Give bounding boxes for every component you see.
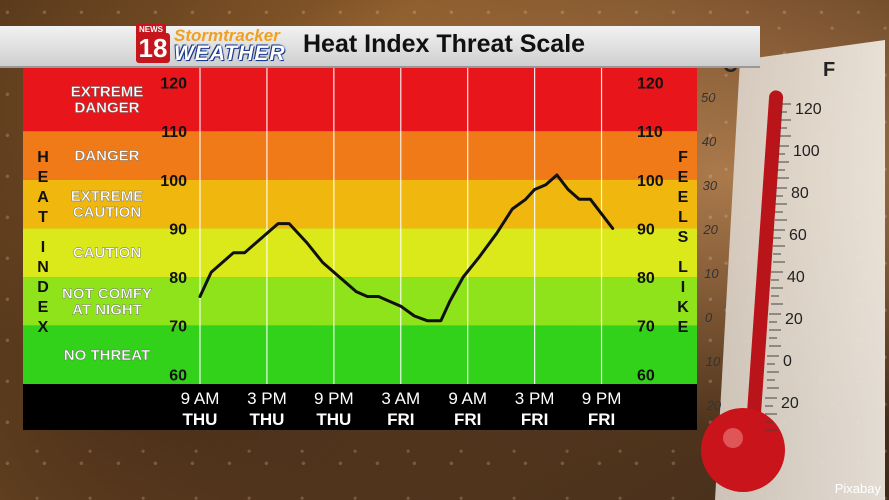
y-tick-label-left: 100 bbox=[160, 173, 187, 190]
zone-label: DANGER bbox=[74, 148, 139, 165]
logo-channel-number: 18 bbox=[136, 33, 170, 63]
x-tick-day-label: THU bbox=[183, 410, 218, 429]
axis-letter: F bbox=[678, 149, 688, 166]
celsius-tick: 30 bbox=[703, 178, 718, 193]
x-tick-time-label: 3 AM bbox=[381, 389, 420, 408]
fahrenheit-tick: 40 bbox=[787, 269, 805, 286]
x-tick-time-label: 9 AM bbox=[181, 389, 220, 408]
fahrenheit-tick: 20 bbox=[785, 311, 803, 328]
x-tick-day-label: FRI bbox=[387, 410, 414, 429]
zone-band bbox=[23, 325, 697, 384]
celsius-tick: 20 bbox=[702, 222, 718, 237]
axis-letter: E bbox=[677, 189, 689, 206]
x-tick-day-label: THU bbox=[249, 410, 284, 429]
y-tick-label-left: 80 bbox=[169, 270, 187, 287]
logo-news: NEWS bbox=[136, 24, 166, 35]
axis-letter: E bbox=[37, 299, 49, 316]
thermometer-bulb bbox=[701, 408, 785, 492]
y-tick-label-right: 60 bbox=[637, 367, 655, 384]
axis-letter: N bbox=[37, 259, 49, 276]
stormtracker-logo: NEWS 18 Stormtracker WEATHER bbox=[136, 22, 296, 66]
fahrenheit-label: F bbox=[823, 59, 835, 81]
fahrenheit-tick: 120 bbox=[795, 101, 822, 118]
y-tick-label-right: 70 bbox=[637, 319, 655, 336]
zone-label: AT NIGHT bbox=[72, 301, 142, 318]
fahrenheit-tick: 0 bbox=[783, 353, 792, 370]
zone-label: CAUTION bbox=[73, 204, 141, 221]
heat-index-chart: EXTREMEDANGERDANGEREXTREMECAUTIONCAUTION… bbox=[23, 68, 697, 430]
axis-letter: E bbox=[677, 319, 689, 336]
axis-letter: T bbox=[38, 209, 48, 226]
celsius-tick: 0 bbox=[705, 310, 713, 325]
y-tick-label-left: 120 bbox=[160, 76, 187, 93]
y-tick-label-right: 120 bbox=[637, 76, 664, 93]
axis-letter: S bbox=[677, 229, 689, 246]
celsius-tick: 20 bbox=[706, 398, 722, 413]
y-tick-label-right: 100 bbox=[637, 173, 664, 190]
zone-label: CAUTION bbox=[73, 245, 141, 262]
y-tick-label-left: 60 bbox=[169, 367, 187, 384]
zone-band bbox=[23, 131, 697, 180]
fahrenheit-tick: 60 bbox=[789, 227, 807, 244]
logo-weather: WEATHER bbox=[174, 42, 286, 65]
zone-band bbox=[23, 68, 697, 132]
zone-label: NOT COMFY bbox=[62, 285, 152, 302]
zone-label: EXTREME bbox=[71, 188, 144, 205]
fahrenheit-tick: 100 bbox=[793, 143, 820, 160]
y-tick-label-left: 70 bbox=[169, 319, 187, 336]
zone-label: EXTREME bbox=[71, 84, 144, 101]
axis-letter: K bbox=[677, 299, 689, 316]
fahrenheit-tick: 80 bbox=[791, 185, 809, 202]
y-tick-label-right: 110 bbox=[637, 124, 663, 141]
zone-band bbox=[23, 277, 697, 326]
celsius-tick: 10 bbox=[706, 354, 721, 369]
logo-stormtracker: Stormtracker bbox=[174, 26, 280, 45]
thermometer-tube bbox=[744, 90, 784, 450]
zone-label: DANGER bbox=[74, 100, 139, 117]
image-credit: Pixabay bbox=[834, 481, 881, 496]
x-tick-time-label: 9 PM bbox=[314, 389, 354, 408]
axis-letter: E bbox=[37, 169, 49, 186]
y-tick-label-right: 90 bbox=[637, 221, 655, 238]
x-tick-time-label: 3 PM bbox=[247, 389, 287, 408]
x-tick-time-label: 9 PM bbox=[582, 389, 622, 408]
axis-letter: X bbox=[37, 319, 49, 336]
x-tick-day-label: FRI bbox=[588, 410, 615, 429]
x-tick-day-label: FRI bbox=[454, 410, 481, 429]
zone-band bbox=[23, 228, 697, 278]
axis-letter: H bbox=[37, 149, 49, 166]
zone-band bbox=[23, 179, 697, 229]
zone-label: NO THREAT bbox=[64, 347, 150, 364]
x-tick-time-label: 9 AM bbox=[448, 389, 487, 408]
axis-letter: L bbox=[678, 259, 688, 276]
heat-index-line bbox=[198, 173, 615, 323]
celsius-tick: 10 bbox=[704, 266, 719, 281]
x-axis-bar bbox=[23, 384, 697, 430]
y-tick-label-left: 90 bbox=[169, 221, 187, 238]
axis-letter: I bbox=[680, 279, 686, 296]
axis-letter: D bbox=[37, 279, 49, 296]
x-tick-time-label: 3 PM bbox=[515, 389, 555, 408]
fahrenheit-tick: 20 bbox=[781, 395, 799, 412]
y-tick-label-left: 110 bbox=[161, 124, 187, 141]
axis-letter: A bbox=[37, 189, 49, 206]
celsius-tick: 40 bbox=[702, 134, 717, 149]
chart-panel: EXTREME DANGER DANGER EXTREME CAUTION CAUTION… bbox=[23, 68, 697, 430]
y-tick-label-right: 80 bbox=[637, 270, 655, 287]
celsius-tick: 50 bbox=[701, 90, 716, 105]
axis-letter: I bbox=[40, 239, 46, 256]
axis-letter: L bbox=[678, 209, 688, 226]
header-bar bbox=[0, 26, 760, 68]
page-title: Heat Index Threat Scale bbox=[303, 30, 586, 58]
x-tick-day-label: FRI bbox=[521, 410, 548, 429]
x-tick-day-label: THU bbox=[316, 410, 351, 429]
axis-letter: E bbox=[677, 169, 689, 186]
